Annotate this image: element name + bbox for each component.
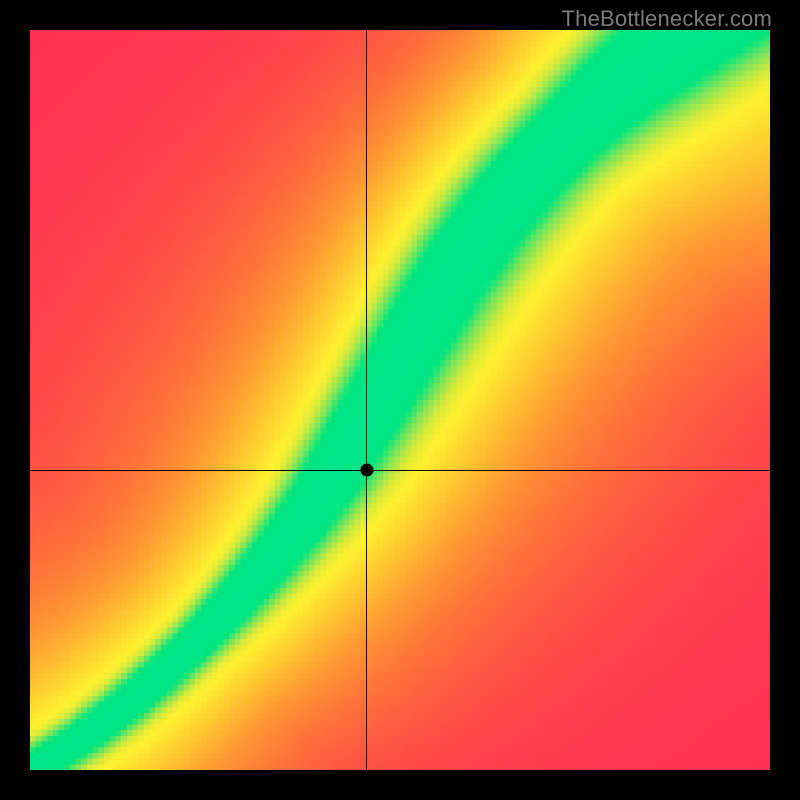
plot-area bbox=[30, 30, 770, 770]
watermark-label: TheBottlenecker.com bbox=[562, 6, 772, 32]
chart-outer: TheBottlenecker.com bbox=[0, 0, 800, 800]
crosshair-horizontal bbox=[30, 470, 770, 471]
selection-marker bbox=[360, 464, 373, 477]
bottleneck-heatmap bbox=[30, 30, 770, 770]
crosshair-vertical bbox=[366, 30, 367, 770]
